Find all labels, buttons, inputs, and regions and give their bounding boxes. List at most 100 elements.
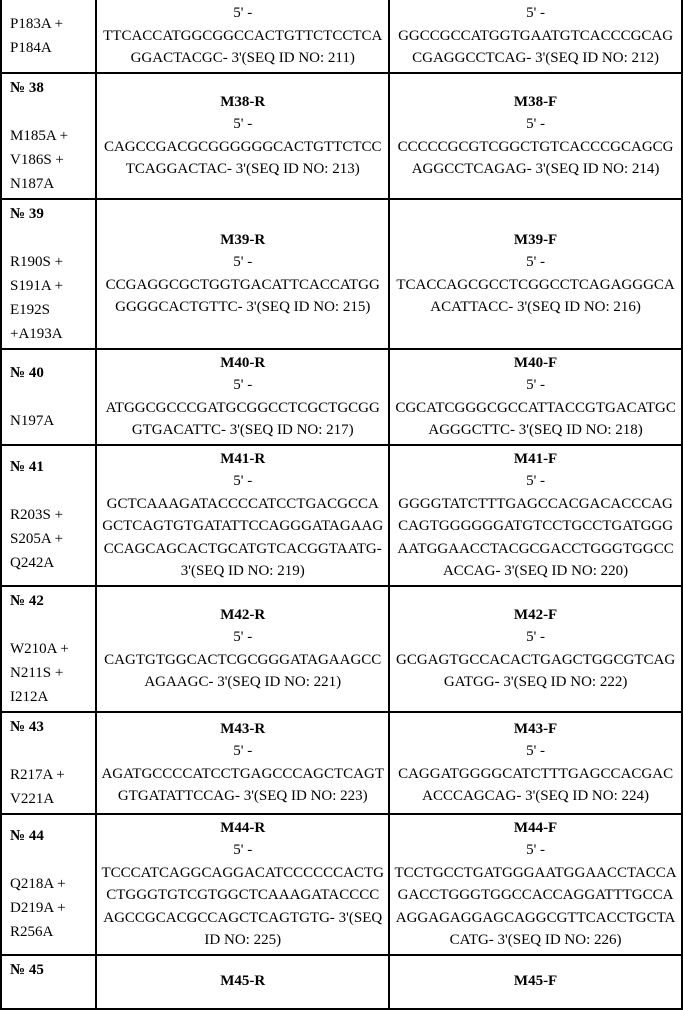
sequence-text: GGCCGCCATGGTGAATGTCACCCGCAGCGAGGCCTCAG- … <box>394 25 677 70</box>
reverse-primer-cell: M40-R 5' -ATGGCGCCCGATGCGGCCTCGCTGCGGGTGA… <box>96 349 389 445</box>
five-prime-label: 5' - <box>101 113 384 136</box>
sequence-text: GGGGTATCTTTGAGCCACGACACCCAGCAGTGGGGGGATG… <box>394 493 677 583</box>
five-prime-label: 5' - <box>101 470 384 493</box>
primer-name: M40-R <box>220 355 265 371</box>
mutation-cell: № 38 M185A +V186S +N187A <box>1 73 96 199</box>
primer-name: M41-F <box>514 451 557 467</box>
group-number: № 41 <box>10 459 44 475</box>
primer-table: P183A +P184A5' -TTCACCATGGCGGCCACTGTTCTC… <box>0 0 683 1010</box>
primer-name: M39-R <box>220 232 265 248</box>
primer-name: M44-F <box>514 820 557 836</box>
forward-primer-cell: M45-F <box>389 955 682 1009</box>
sequence-text: TCACCAGCGCCTCGGCCTCAGAGGGCAACATTACC- 3'(… <box>394 274 677 319</box>
primer-name: M45-F <box>514 973 557 989</box>
primer-name: M38-F <box>514 94 557 110</box>
group-number: № 45 <box>10 962 44 978</box>
forward-primer-cell: M39-F 5' -TCACCAGCGCCTCGGCCTCAGAGGGCAACAT… <box>389 199 682 349</box>
reverse-primer-cell: M44-R 5' -TCCCATCAGGCAGGACATCCCCCCACTGCTG… <box>96 814 389 955</box>
mutation-list: M185A +V186S +N187A <box>10 128 68 192</box>
forward-primer-cell: M41-F 5' -GGGGTATCTTTGAGCCACGACACCCAGCAGT… <box>389 445 682 586</box>
sequence-text: CAGCCGACGCGGGGGGCACTGTTCTCCTCAGGACTAC- 3… <box>101 136 384 181</box>
table-row: № 39R190S +S191A +E192S+A193AM39-R5' -CC… <box>1 199 682 349</box>
mutation-cell: № 45 <box>1 955 96 1009</box>
sequence-text: GCGAGTGCCACACTGAGCTGGCGTCAGGATGG- 3'(SEQ… <box>394 649 677 694</box>
reverse-primer-cell: M38-R 5' -CAGCCGACGCGGGGGGCACTGTTCTCCTCAG… <box>96 73 389 199</box>
primer-name: M44-R <box>220 820 265 836</box>
mutation-cell: № 41 R203S +S205A +Q242A <box>1 445 96 586</box>
group-number: № 38 <box>10 80 44 96</box>
primer-name: M41-R <box>220 451 265 467</box>
five-prime-label: 5' - <box>101 626 384 649</box>
reverse-primer-cell: 5' -TTCACCATGGCGGCCACTGTTCTCCTCAGGACTACG… <box>96 0 389 73</box>
forward-primer-cell: M40-F 5' -CGCATCGGGCGCCATTACCGTGACATGCAGG… <box>389 349 682 445</box>
mutation-cell: № 39 R190S +S191A +E192S+A193A <box>1 199 96 349</box>
sequence-text: TCCTGCCTGATGGGAATGGAACCTACCAGACCTGGGTGGC… <box>394 862 677 952</box>
table-row: № 42 W210A +N211S +I212A M42-R 5' -CAGTGTGG… <box>1 586 682 712</box>
group-number: № 40 <box>10 365 44 381</box>
forward-primer-cell: M44-F 5' -TCCTGCCTGATGGGAATGGAACCTACCAGAC… <box>389 814 682 955</box>
five-prime-label: 5' - <box>394 374 677 397</box>
table-row: № 38M185A +V186S +N187AM38-R5' -CAGCCGAC… <box>1 73 682 199</box>
five-prime-label: 5' - <box>394 2 677 25</box>
primer-name: M40-F <box>514 355 557 371</box>
sequence-text: CAGTGTGGCACTCGCGGGATAGAAGCCAGAAGC- 3'(SE… <box>101 649 384 694</box>
five-prime-label: 5' - <box>101 740 384 763</box>
five-prime-label: 5' - <box>101 2 384 25</box>
mutation-cell: № 43 R217A +V221A <box>1 712 96 814</box>
sequence-text: TCCCATCAGGCAGGACATCCCCCCACTGCTGGGTGTCGTG… <box>101 862 384 952</box>
table-row: P183A +P184A5' -TTCACCATGGCGGCCACTGTTCTC… <box>1 0 682 73</box>
mutation-cell: P183A +P184A <box>1 0 96 73</box>
table-row: № 44Q218A +D219A +R256AM44-R5' -TCCCATCA… <box>1 814 682 955</box>
reverse-primer-cell: M42-R 5' -CAGTGTGGCACTCGCGGGATAGAAGCCAGAA… <box>96 586 389 712</box>
primer-name: M43-F <box>514 721 557 737</box>
mutation-cell: № 40 N197A <box>1 349 96 445</box>
reverse-primer-cell: M41-R 5' -GCTCAAAGATACCCCATCCTGACGCCAGCTC… <box>96 445 389 586</box>
mutation-list: R190S +S191A +E192S+A193A <box>10 254 63 342</box>
five-prime-label: 5' - <box>101 251 384 274</box>
sequence-text: CGCATCGGGCGCCATTACCGTGACATGCAGGGCTTC- 3'… <box>394 397 677 442</box>
reverse-primer-cell: M45-R <box>96 955 389 1009</box>
five-prime-label: 5' - <box>394 740 677 763</box>
mutation-list: P183A +P184A <box>10 16 63 56</box>
sequence-text: CCGAGGCGCTGGTGACATTCACCATGGGGGGCACTGTTC-… <box>101 274 384 319</box>
table-row: № 40N197AM40-R5' -ATGGCGCCCGATGCGGCCTCGC… <box>1 349 682 445</box>
mutation-list: N197A <box>10 413 54 429</box>
forward-primer-cell: M38-F 5' -CCCCCGCGTCGGCTGTCACCCGCAGCGAGGC… <box>389 73 682 199</box>
table-row: № 43R217A +V221AM43-R5' -AGATGCCCCATCCTG… <box>1 712 682 814</box>
mutation-list: R203S +S205A +Q242A <box>10 507 63 571</box>
primer-name: M42-F <box>514 607 557 623</box>
group-number: № 43 <box>10 719 44 735</box>
group-number: № 42 <box>10 593 44 609</box>
five-prime-label: 5' - <box>101 839 384 862</box>
reverse-primer-cell: M43-R 5' -AGATGCCCCATCCTGAGCCCAGCTCAGTGTG… <box>96 712 389 814</box>
five-prime-label: 5' - <box>394 839 677 862</box>
reverse-primer-cell: M39-R 5' -CCGAGGCGCTGGTGACATTCACCATGGGGGG… <box>96 199 389 349</box>
mutation-list: Q218A +D219A +R256A <box>10 876 66 940</box>
five-prime-label: 5' - <box>394 251 677 274</box>
mutation-list: R217A +V221A <box>10 767 65 807</box>
sequence-text: TTCACCATGGCGGCCACTGTTCTCCTCAGGACTACGC- 3… <box>101 25 384 70</box>
primer-name: M42-R <box>220 607 265 623</box>
forward-primer-cell: 5' -GGCCGCCATGGTGAATGTCACCCGCAGCGAGGCCTC… <box>389 0 682 73</box>
five-prime-label: 5' - <box>394 470 677 493</box>
sequence-text: CCCCCGCGTCGGCTGTCACCCGCAGCGAGGCCTCAGAG- … <box>394 136 677 181</box>
sequence-text: AGATGCCCCATCCTGAGCCCAGCTCAGTGTGATATTCCAG… <box>101 763 384 808</box>
five-prime-label: 5' - <box>101 374 384 397</box>
forward-primer-cell: M43-F 5' -CAGGATGGGGCATCTTTGAGCCACGACACCC… <box>389 712 682 814</box>
primer-name: M38-R <box>220 94 265 110</box>
sequence-text: GCTCAAAGATACCCCATCCTGACGCCAGCTCAGTGTGATA… <box>101 493 384 583</box>
table-row: № 41R203S +S205A +Q242AM41-R5' -GCTCAAAG… <box>1 445 682 586</box>
mutation-cell: № 42 W210A +N211S +I212A <box>1 586 96 712</box>
table-row: № 45 M45-R M45-F <box>1 955 682 1009</box>
primer-name: M43-R <box>220 721 265 737</box>
forward-primer-cell: M42-F5' -GCGAGTGCCACACTGAGCTGGCGTCAGGATG… <box>389 586 682 712</box>
mutation-cell: № 44 Q218A +D219A +R256A <box>1 814 96 955</box>
five-prime-label: 5' - <box>394 113 677 136</box>
sequence-text: ATGGCGCCCGATGCGGCCTCGCTGCGGGTGACATTC- 3'… <box>101 397 384 442</box>
sequence-text: CAGGATGGGGCATCTTTGAGCCACGACACCCAGCAG- 3'… <box>394 763 677 808</box>
mutation-list: W210A +N211S +I212A <box>10 641 69 705</box>
primer-name: M45-R <box>220 973 265 989</box>
primer-name: M39-F <box>514 232 557 248</box>
group-number: № 39 <box>10 206 44 222</box>
group-number: № 44 <box>10 828 44 844</box>
